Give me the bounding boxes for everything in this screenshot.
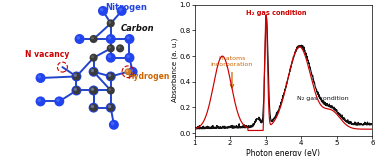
Circle shape <box>119 8 122 11</box>
Circle shape <box>128 67 138 77</box>
Circle shape <box>108 88 111 91</box>
Y-axis label: Absorbance (a. u.): Absorbance (a. u.) <box>171 38 178 102</box>
Circle shape <box>118 46 121 49</box>
Circle shape <box>108 55 111 58</box>
Circle shape <box>126 70 128 72</box>
Circle shape <box>88 67 99 77</box>
Text: Carbon: Carbon <box>121 24 154 33</box>
Text: H₂ gas condition: H₂ gas condition <box>246 10 307 16</box>
Circle shape <box>72 86 81 95</box>
Circle shape <box>91 105 94 108</box>
Circle shape <box>74 88 77 91</box>
Circle shape <box>107 86 115 95</box>
Circle shape <box>106 53 116 63</box>
Circle shape <box>90 54 98 62</box>
Circle shape <box>54 96 64 106</box>
Circle shape <box>106 103 116 113</box>
Circle shape <box>108 73 111 77</box>
Circle shape <box>37 75 41 78</box>
Circle shape <box>127 36 130 39</box>
Circle shape <box>91 105 94 108</box>
Circle shape <box>117 6 127 16</box>
Text: N₂ gas condition: N₂ gas condition <box>297 96 349 101</box>
Text: H atoms
incorporation: H atoms incorporation <box>211 56 253 88</box>
Circle shape <box>88 85 99 95</box>
Circle shape <box>90 68 98 76</box>
Circle shape <box>109 120 119 130</box>
Circle shape <box>91 55 94 58</box>
Circle shape <box>124 34 135 44</box>
Circle shape <box>91 69 94 72</box>
Circle shape <box>77 36 80 39</box>
Circle shape <box>90 104 98 112</box>
Circle shape <box>74 34 85 44</box>
X-axis label: Photon energy (eV): Photon energy (eV) <box>246 149 321 156</box>
Circle shape <box>56 98 60 102</box>
Circle shape <box>107 104 115 112</box>
Circle shape <box>71 71 81 81</box>
Text: Nitrogen: Nitrogen <box>105 3 147 12</box>
Circle shape <box>91 88 94 91</box>
Circle shape <box>108 74 111 77</box>
Circle shape <box>100 8 104 11</box>
Circle shape <box>88 103 99 113</box>
Circle shape <box>111 122 115 125</box>
Circle shape <box>124 68 131 75</box>
Circle shape <box>107 19 115 27</box>
Circle shape <box>107 44 115 52</box>
Circle shape <box>90 35 98 43</box>
Circle shape <box>108 36 111 39</box>
Circle shape <box>74 74 77 77</box>
Text: N vacancy: N vacancy <box>25 50 69 59</box>
Circle shape <box>91 37 94 39</box>
Circle shape <box>116 44 124 52</box>
Circle shape <box>130 69 133 72</box>
Circle shape <box>73 88 77 91</box>
Circle shape <box>108 105 111 108</box>
Circle shape <box>36 73 46 83</box>
Circle shape <box>91 69 94 72</box>
Circle shape <box>37 98 41 102</box>
Text: Hydrogen: Hydrogen <box>127 72 169 81</box>
Circle shape <box>90 86 98 95</box>
Circle shape <box>106 34 116 44</box>
Circle shape <box>106 71 116 81</box>
Circle shape <box>36 96 46 106</box>
Circle shape <box>107 72 115 80</box>
Circle shape <box>98 6 108 16</box>
Circle shape <box>73 73 77 77</box>
Circle shape <box>91 88 94 91</box>
Circle shape <box>71 85 81 95</box>
Circle shape <box>127 55 130 58</box>
Circle shape <box>72 72 81 80</box>
Circle shape <box>108 46 111 49</box>
Circle shape <box>108 21 111 24</box>
Circle shape <box>124 53 135 63</box>
Circle shape <box>108 105 111 108</box>
